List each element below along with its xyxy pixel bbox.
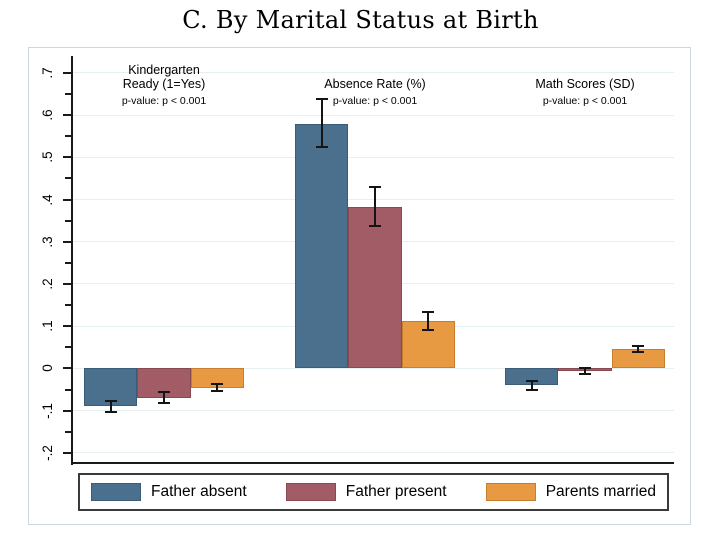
y-minor-tick (65, 135, 71, 138)
panel-header-group1: Kindergarten Ready (1=Yes) p-value: p < 0… (54, 62, 274, 108)
grid-line (73, 452, 674, 454)
y-major-tick (63, 114, 71, 117)
grid-line (73, 410, 674, 412)
y-major-tick (63, 282, 71, 285)
y-major-tick (63, 198, 71, 201)
error-bar-cap (211, 390, 224, 393)
y-major-tick (63, 409, 71, 412)
panel-p-value: p-value: p < 0.001 (121, 95, 207, 107)
panel-header-group3: Math Scores (SD) p-value: p < 0.001 (475, 62, 695, 107)
error-bar-parents-married-group2 (427, 311, 430, 330)
y-tick-label: .6 (39, 109, 55, 121)
error-bar-cap (632, 345, 645, 348)
grid-line (73, 199, 674, 201)
error-bar-father-absent-group3 (530, 380, 533, 390)
y-tick-label: .3 (39, 236, 55, 248)
y-tick-label: .7 (39, 67, 55, 79)
error-bar-father-present-group2 (374, 187, 376, 227)
grid-line (73, 114, 674, 116)
panel-header-group2: Absence Rate (%) p-value: p < 0.001 (265, 62, 485, 107)
legend-swatch-father-absent (91, 483, 141, 501)
grid-line (73, 72, 674, 74)
error-bar-father-present-group1 (163, 392, 165, 404)
error-bar-cap (104, 411, 117, 414)
legend-entry-father-present: Father present (285, 483, 447, 501)
y-minor-tick (65, 92, 71, 95)
y-major-tick (63, 71, 71, 74)
legend-label: Parents married (545, 483, 656, 500)
y-axis-line (71, 56, 73, 465)
y-tick-label: .5 (39, 151, 55, 163)
y-tick-label: -.1 (39, 402, 55, 419)
y-major-tick (63, 240, 71, 243)
grid-line (73, 367, 674, 369)
y-minor-tick (65, 346, 71, 349)
error-bar-cap (158, 391, 170, 394)
error-bar-cap (104, 399, 117, 402)
y-minor-tick (65, 261, 71, 264)
y-major-tick (63, 156, 71, 159)
panel-label: Absence Rate (%) (324, 77, 426, 92)
error-bar-cap (422, 310, 435, 313)
y-tick-label: 0 (39, 364, 55, 373)
y-minor-tick (65, 177, 71, 180)
error-bar-cap (315, 98, 328, 101)
y-major-tick (63, 367, 71, 370)
bar-father-present-group2 (348, 206, 402, 369)
error-bar-cap (579, 366, 591, 369)
x-axis-line (71, 462, 674, 464)
panel-label: Kindergarten Ready (1=Yes) (122, 62, 206, 92)
panel-label: Math Scores (SD) (535, 77, 635, 92)
error-bar-cap (369, 225, 381, 228)
error-bar-father-absent-group1 (109, 400, 112, 413)
error-bar-parents-married-group3 (637, 346, 640, 352)
error-bar-cap (315, 145, 328, 148)
y-tick-label: .1 (39, 320, 55, 332)
bar-father-absent-group2 (295, 123, 349, 369)
legend: Father absent Father present Parents mar… (78, 473, 669, 511)
plot-area: .7 .6 .5 .4 .3 .2 .1 0 -.1 -.2 Kindergarten Ready … (40, 56, 674, 465)
error-bar-cap (158, 402, 170, 405)
legend-label: Father present (345, 483, 447, 500)
y-minor-tick (65, 304, 71, 307)
chart-title: C. By Marital Status at Birth (182, 6, 539, 34)
error-bar-cap (525, 388, 538, 391)
y-minor-tick (65, 219, 71, 222)
y-major-tick (63, 325, 71, 328)
legend-entry-parents-married: Parents married (485, 483, 656, 501)
y-minor-tick (65, 388, 71, 391)
legend-swatch-parents-married (485, 483, 536, 501)
graph-frame: .7 .6 .5 .4 .3 .2 .1 0 -.1 -.2 Kindergarten Ready … (28, 47, 691, 525)
error-bar-cap (422, 328, 435, 331)
legend-entry-father-absent: Father absent (91, 483, 247, 501)
y-tick-label: .4 (39, 193, 55, 206)
y-tick-label: .2 (39, 278, 55, 290)
legend-label: Father absent (151, 483, 247, 500)
error-bar-cap (211, 383, 224, 386)
error-bar-cap (632, 350, 645, 353)
error-bar-cap (525, 379, 538, 382)
error-bar-father-present-group3 (584, 367, 586, 375)
y-major-tick (63, 451, 71, 454)
grid-line (73, 156, 674, 158)
error-bar-parents-married-group1 (216, 384, 219, 392)
panel-p-value: p-value: p < 0.001 (332, 95, 418, 107)
y-minor-tick (65, 430, 71, 433)
error-bar-cap (579, 373, 591, 376)
error-bar-father-absent-group2 (320, 99, 323, 147)
y-tick-label: -.2 (39, 444, 55, 461)
legend-swatch-father-present (285, 483, 336, 501)
error-bar-cap (369, 186, 381, 189)
panel-p-value: p-value: p < 0.001 (542, 95, 628, 107)
